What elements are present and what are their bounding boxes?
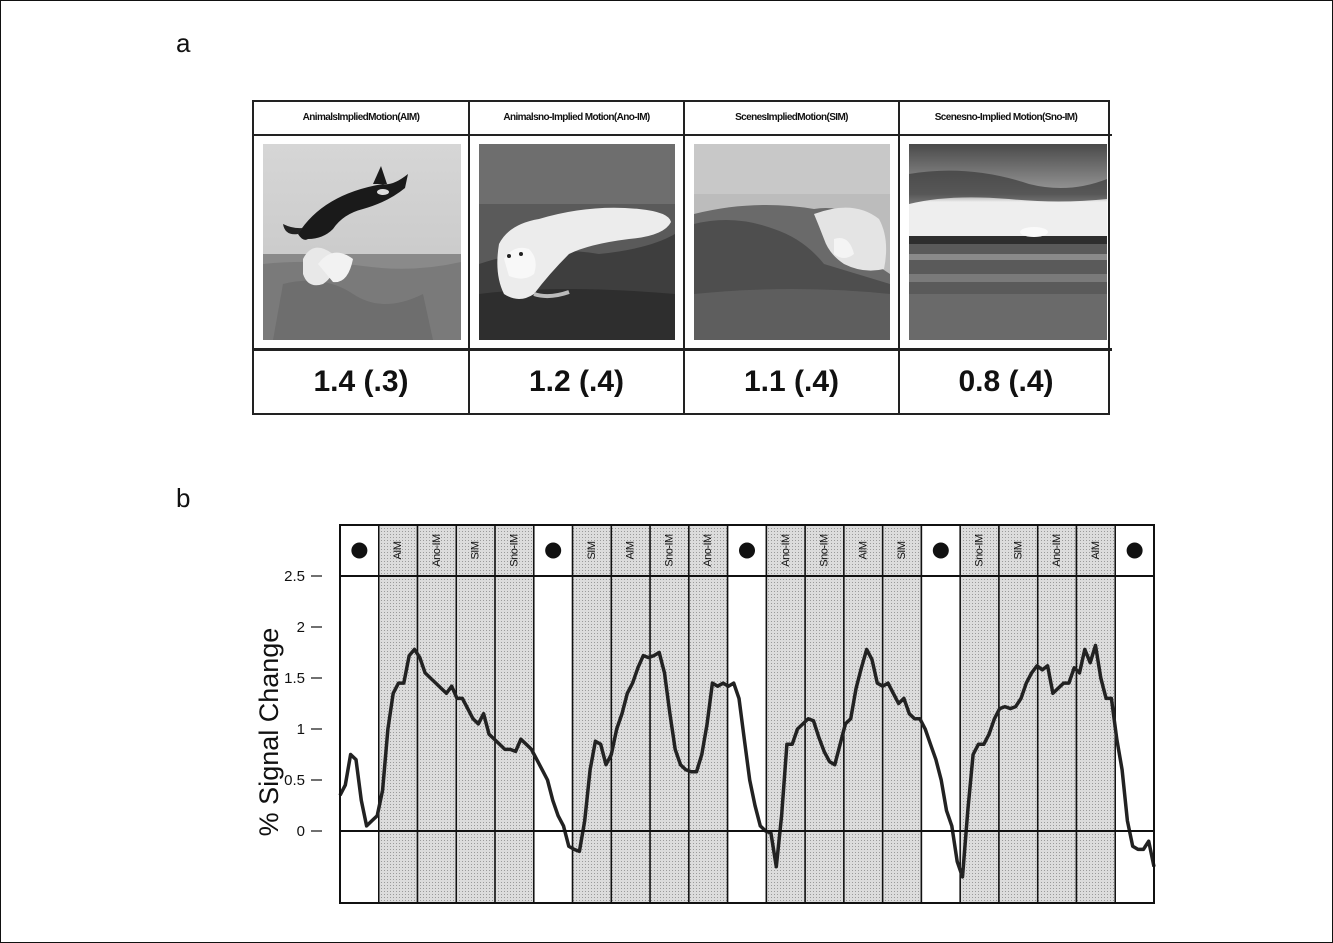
condition-header: AnimalsImpliedMotion(AIM): [254, 102, 468, 136]
condition-column-ano-im: Animalsno-Implied Motion(Ano-IM) 1.2 (.4…: [470, 102, 685, 413]
block-label: Sno-IM: [974, 534, 986, 567]
fixation-block: [533, 524, 574, 904]
block-label: SIM: [586, 541, 598, 559]
condition-block: [765, 524, 806, 904]
condition-block: [843, 524, 884, 904]
block-label: Ano-IM: [431, 534, 443, 567]
condition-block: [610, 524, 651, 904]
panel-label-a: a: [176, 28, 191, 58]
condition-value: 1.4 (.3): [313, 365, 409, 398]
condition-value: 1.1 (.4): [743, 365, 840, 398]
y-tick-label: 1: [297, 721, 305, 738]
condition-value: 1.2 (.4): [528, 365, 625, 398]
condition-header: Animalsno-Implied Motion(Ano-IM): [470, 102, 683, 136]
block-label: SIM: [1012, 541, 1024, 559]
block-label: SIM: [470, 541, 482, 559]
condition-block: [1036, 524, 1078, 904]
stimulus-image-polar-bear: [470, 136, 683, 351]
block-label: SIM: [896, 541, 908, 559]
block-label: Ano-IM: [702, 534, 714, 567]
block-label: Ano-IM: [1051, 534, 1063, 567]
polar-bear-image: [479, 144, 675, 340]
wave-image: [694, 144, 890, 340]
fixation-marker: [545, 542, 562, 559]
panel-label-b: b: [176, 483, 191, 513]
condition-block: [416, 524, 458, 904]
sunset-image: [909, 144, 1107, 340]
fixation-block: [339, 524, 380, 904]
condition-block: [455, 524, 496, 904]
condition-value: 0.8 (.4): [958, 365, 1054, 398]
condition-column-aim: AnimalsImpliedMotion(AIM) 1.4: [254, 102, 470, 413]
signal-timecourse-line: [338, 643, 1156, 879]
condition-column-sno-im: Scenesno-Implied Motion(Sno-IM) 0.8 (.4): [900, 102, 1112, 413]
condition-block: [378, 524, 419, 904]
fixation-marker: [351, 542, 368, 559]
block-label: Sno-IM: [663, 534, 675, 567]
plot-border: [339, 524, 1155, 904]
block-label: AIM: [1090, 541, 1102, 559]
fixation-marker: [932, 542, 949, 559]
y-tick-label: 2.5: [284, 568, 305, 585]
stimulus-image-wave: [685, 136, 898, 351]
block-label: Sno-IM: [508, 534, 520, 567]
condition-block: [1075, 524, 1116, 904]
block-label: Ano-IM: [780, 534, 792, 567]
block-label: AIM: [625, 541, 637, 559]
y-axis-label: % Signal Change: [254, 628, 284, 837]
y-tick-label: 2: [297, 619, 305, 636]
stimulus-image-sunset: [900, 136, 1112, 351]
condition-block: [804, 524, 845, 904]
condition-header: Scenesno-Implied Motion(Sno-IM): [900, 102, 1112, 136]
block-label: Sno-IM: [819, 534, 831, 567]
condition-block: [571, 524, 613, 904]
fixation-marker: [1126, 542, 1143, 559]
block-label: AIM: [857, 541, 869, 559]
fixation-marker: [739, 542, 755, 559]
y-tick-label: 0.5: [284, 772, 305, 789]
fixation-block: [726, 524, 768, 904]
stimulus-table: AnimalsImpliedMotion(AIM) 1.4: [252, 100, 1112, 415]
condition-column-sim: ScenesImpliedMotion(SIM) 1.1 (.4): [685, 102, 900, 413]
block-label: AIM: [392, 541, 404, 559]
stimulus-image-orca: [254, 136, 468, 351]
y-tick-label: 1.5: [284, 670, 305, 687]
condition-block: [881, 524, 923, 904]
y-tick-label: 0: [297, 823, 305, 840]
condition-header: ScenesImpliedMotion(SIM): [685, 102, 898, 136]
condition-block: [494, 524, 535, 904]
condition-block: [998, 524, 1039, 904]
orca-image: [263, 144, 461, 340]
